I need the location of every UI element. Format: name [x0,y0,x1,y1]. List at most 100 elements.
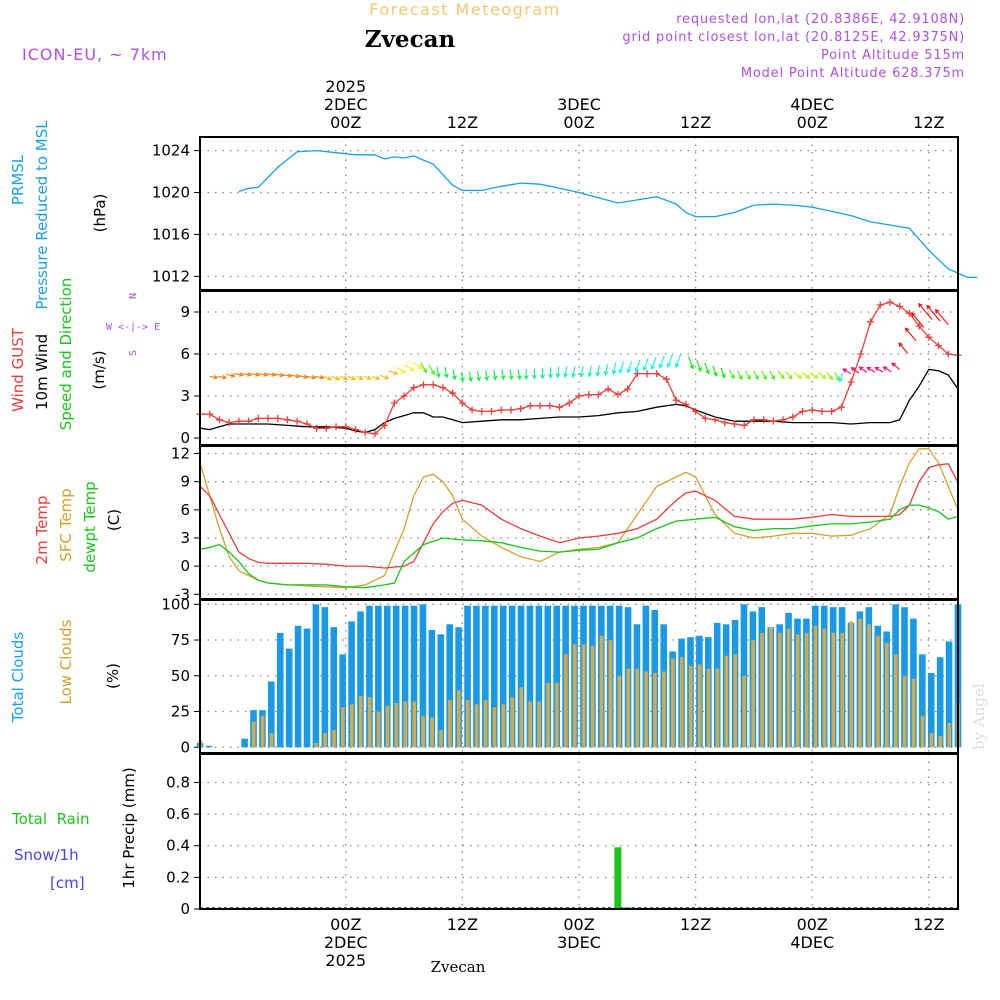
gust-marker [313,424,321,432]
wind-direction-arrow [744,370,751,381]
gust-marker [857,350,865,358]
total-clouds-bar [517,605,525,748]
gust-marker [458,399,466,407]
rain-bar [614,847,622,909]
wind-direction-arrow [484,370,490,382]
wind-direction-arrow [355,375,364,381]
dewpt-temp-line [199,504,959,589]
wind-direction-arrow [769,370,776,381]
total-clouds-bar [927,672,935,748]
wind-direction-arrow [548,367,553,379]
temp-dewpt-label: dewpt Temp [81,481,99,572]
gust-marker [633,370,641,378]
low-clouds-bar [555,682,559,748]
total-clouds-bar [419,604,427,748]
wind-direction-arrow [217,374,228,380]
wind-direction-arrow [396,366,407,374]
y-tick-label: 1024 [152,142,190,160]
gust-marker [837,403,845,411]
low-clouds-bar [564,654,568,748]
wind-direction-arrow [492,369,498,381]
pressure-panel: 1012 1016 1020 1024 PRMSL Pressure Reduced … [9,120,978,310]
gust-marker [915,322,923,330]
precip-unit: 1hr Precip (mm) [120,767,138,888]
pressure-label-2: Pressure Reduced to MSL [33,120,51,310]
wind-direction-arrow [555,366,561,379]
wind-direction-arrow [225,373,236,378]
low-clouds-bar [332,730,336,748]
wind-direction-arrow [298,374,309,380]
wind-direction-arrow [785,371,793,380]
low-clouds-bar [412,701,417,748]
gust-marker [371,430,379,438]
wind-direction-arrow [420,362,427,374]
gust-marker [575,392,583,400]
low-clouds-bar [251,721,256,748]
wind-direction-arrow [595,365,601,377]
total-clouds-bar [482,605,489,748]
wind-direction-arrow [579,366,585,378]
low-clouds-bar [350,704,354,748]
low-clouds-bar [537,701,541,748]
bottom-time-label: 00Z [563,915,594,934]
total-clouds-bar [285,648,293,748]
low-clouds-bar [608,640,613,748]
low-clouds-bar [358,695,363,748]
wind-direction-arrow [266,372,277,377]
wind-direction-arrow [898,342,909,354]
precip-grid [200,754,958,910]
2m-temp-line [199,463,959,569]
precip-frame [199,753,959,910]
wind-direction-arrow [761,370,767,381]
low-clouds-bar [795,634,800,748]
gust-marker [507,406,515,414]
low-clouds-bar [804,632,809,748]
wind-direction-arrow [307,374,317,380]
wind-10m-label: 10m Wind [33,334,51,410]
low-clouds-bar [938,735,943,748]
y-tick-label: 1016 [152,225,190,243]
wind-direction-arrow [834,372,840,382]
low-clouds-bar [715,668,720,748]
top-time-label: 00Z [330,113,361,132]
total-clouds-bar [366,605,373,748]
wind-direction-arrow [642,358,649,372]
gust-marker [381,421,389,429]
total-clouds-bar [490,605,498,748]
y-tick-label: 3 [180,529,190,547]
y-tick-label: 0 [180,738,190,756]
low-clouds-bar [269,732,274,748]
wind-direction-arrow [918,302,933,320]
gust-marker [517,405,525,413]
low-clouds-bar [769,627,773,748]
compass-north: N [128,293,139,299]
gust-marker [303,420,311,428]
snow-label: Snow/1h [14,846,79,864]
wind-direction-arrow [331,375,341,381]
wind-plot [196,298,962,438]
gust-marker [701,414,709,422]
gust-marker [390,399,398,407]
gust-marker [672,396,680,404]
total-clouds-bar [383,605,391,748]
wind-direction-arrow [435,366,441,379]
gust-marker [730,420,738,428]
gust-marker [886,298,894,306]
pressure-grid [200,137,958,290]
low-clouds-bar [662,671,666,748]
wind-direction-arrow [380,374,390,380]
bottom-time-label: 2025 [325,951,366,970]
low-clouds-bar [867,624,871,748]
gridpoint-coordinates: grid point closest lon,lat (20.8125E, 42… [622,30,965,45]
low-clouds-bar [751,640,755,748]
y-tick-label: 0.2 [166,868,190,886]
wind-direction-arrow [793,371,803,379]
gust-marker [760,416,768,424]
wind-direction-arrow [363,375,372,381]
gust-marker [332,423,340,431]
wind-direction-arrow [712,365,718,377]
gust-marker [274,414,282,422]
gust-marker [789,413,797,421]
gust-marker [235,417,243,425]
